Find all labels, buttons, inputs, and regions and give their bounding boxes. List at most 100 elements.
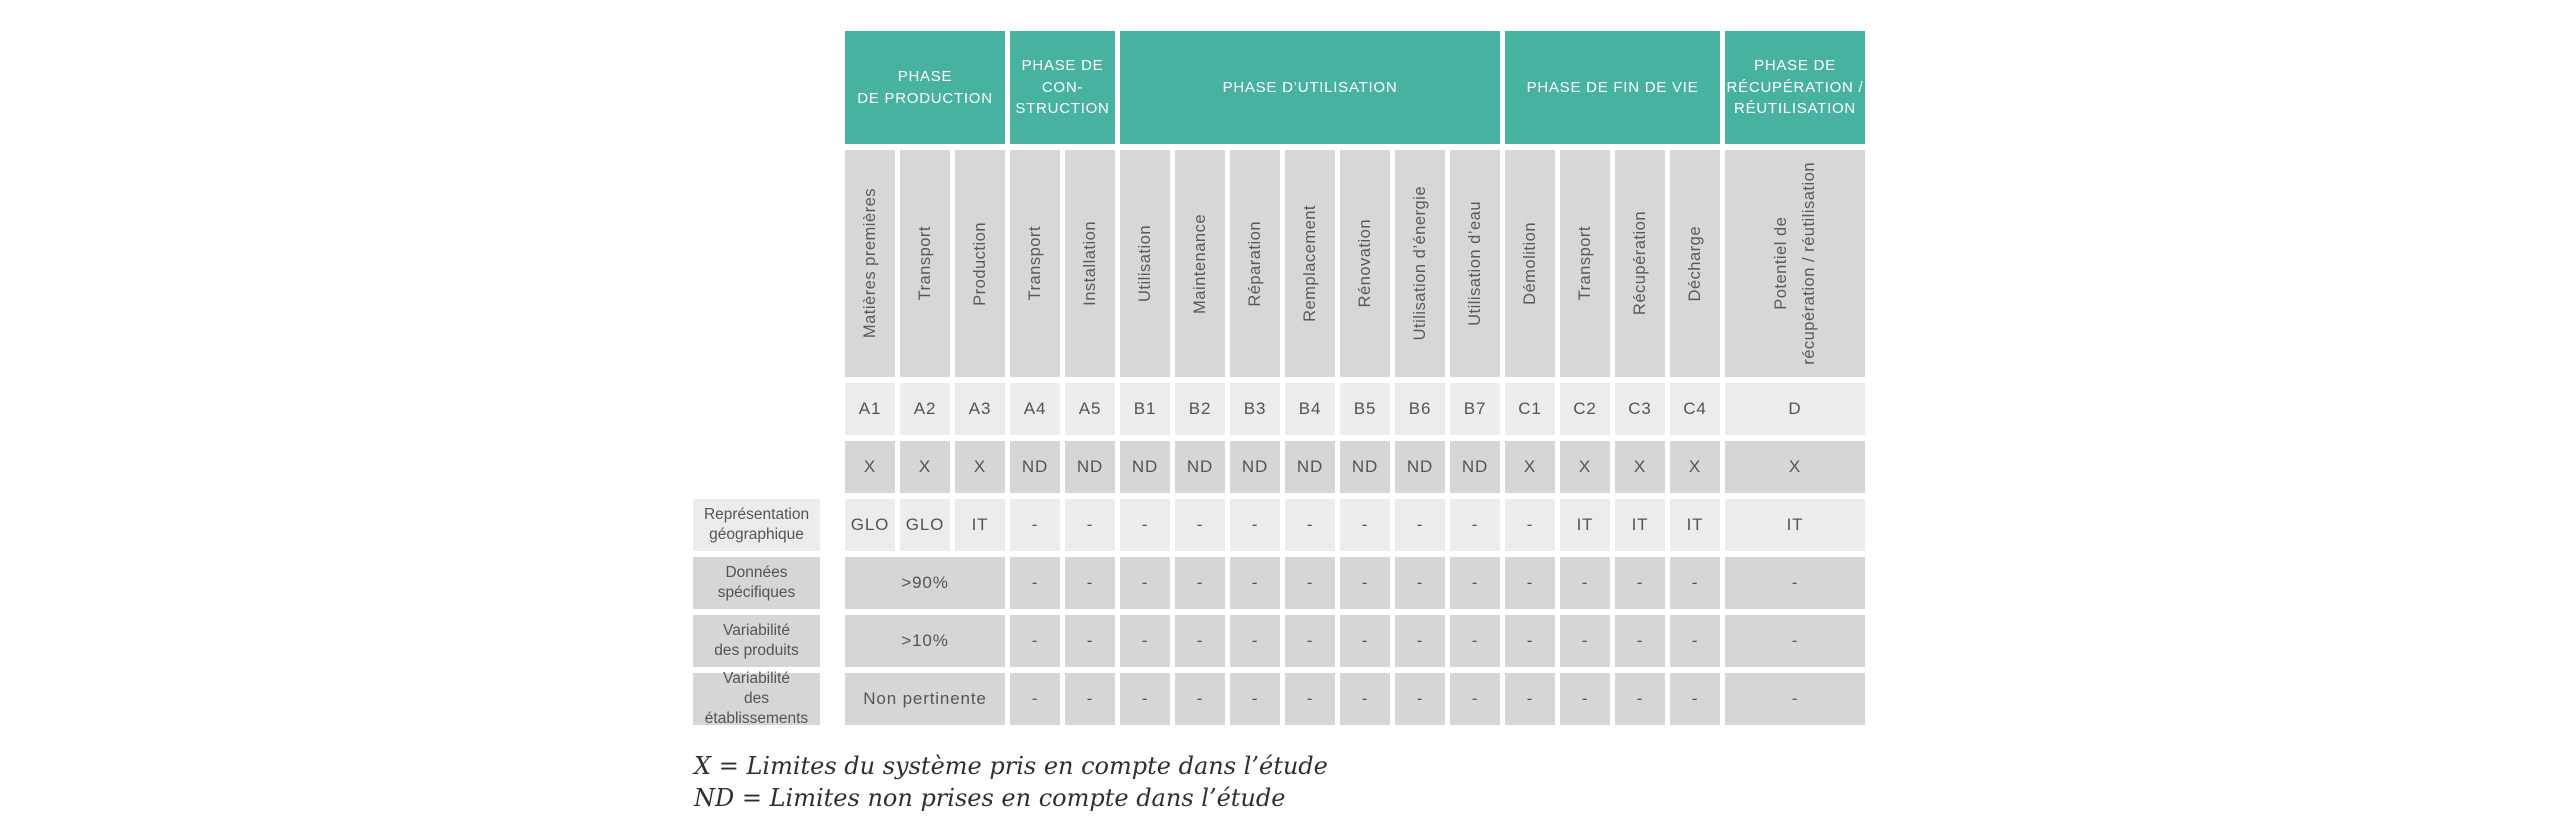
column-label-b3-text: Réparation xyxy=(1245,220,1264,307)
column-label-a3-text: Production xyxy=(970,221,989,306)
data-cell: - xyxy=(1010,557,1060,609)
boundary-cell-b6: ND xyxy=(1395,441,1445,493)
data-cell: GLO xyxy=(900,499,950,551)
legend-line-nd: ND = Limites non prises en compte dans l… xyxy=(694,783,1286,812)
column-label-a4-text: Transport xyxy=(1025,226,1044,301)
data-cell: - xyxy=(1285,615,1335,667)
stage-code-b1: B1 xyxy=(1120,383,1170,435)
column-label-b3: Réparation xyxy=(1230,150,1280,377)
stage-code-a2: A2 xyxy=(900,383,950,435)
data-cell: - xyxy=(1175,499,1225,551)
phase-header-5: PHASE DE RÉCUPÉRATION / RÉUTILISATION xyxy=(1725,31,1865,144)
data-cell: - xyxy=(1560,557,1610,609)
boundary-cell-b1: ND xyxy=(1120,441,1170,493)
boundary-cell-c3: X xyxy=(1615,441,1665,493)
boundary-cell-c4: X xyxy=(1670,441,1720,493)
boundary-cell-c2: X xyxy=(1560,441,1610,493)
stage-code-b2: B2 xyxy=(1175,383,1225,435)
data-cell: - xyxy=(1505,499,1555,551)
data-cell: - xyxy=(1395,673,1445,725)
row-label-2: Données spécifiques xyxy=(693,557,820,609)
stage-code-b7: B7 xyxy=(1450,383,1500,435)
column-label-a2: Transport xyxy=(900,150,950,377)
data-cell: - xyxy=(1670,557,1720,609)
stage-code-a5: A5 xyxy=(1065,383,1115,435)
stage-code-c4: C4 xyxy=(1670,383,1720,435)
boundary-cell-b4: ND xyxy=(1285,441,1335,493)
row-label-4: Variabilité des établissements xyxy=(693,670,820,727)
column-label-c4-text: Décharge xyxy=(1685,225,1704,302)
stage-code-b3: B3 xyxy=(1230,383,1280,435)
data-cell: - xyxy=(1450,557,1500,609)
data-cell: - xyxy=(1230,499,1280,551)
stage-code-c1: C1 xyxy=(1505,383,1555,435)
data-cell: - xyxy=(1450,499,1500,551)
boundary-cell-a2: X xyxy=(900,441,950,493)
stage-code-c3: C3 xyxy=(1615,383,1665,435)
column-label-b6-text: Utilisation d’énergie xyxy=(1410,186,1429,341)
data-cell: - xyxy=(1120,615,1170,667)
data-cell: IT xyxy=(1725,499,1865,551)
data-cell: - xyxy=(1175,615,1225,667)
data-cell: - xyxy=(1175,673,1225,725)
data-cell: - xyxy=(1285,673,1335,725)
row-label-1: Représentation géographique xyxy=(693,499,820,551)
data-cell: - xyxy=(1120,557,1170,609)
merged-value-cell: Non pertinente xyxy=(845,673,1005,725)
row-label-3: Variabilité des produits xyxy=(693,615,820,667)
column-label-d-text: Potentiel de récupération / réutilisatio… xyxy=(1771,162,1818,365)
column-label-b4-text: Remplacement xyxy=(1300,205,1319,322)
data-cell: - xyxy=(1340,673,1390,725)
column-label-b6: Utilisation d’énergie xyxy=(1395,150,1445,377)
data-cell: IT xyxy=(1560,499,1610,551)
data-cell: - xyxy=(1340,499,1390,551)
data-cell: - xyxy=(1725,557,1865,609)
data-cell: - xyxy=(1450,615,1500,667)
column-label-c1-text: Démolition xyxy=(1520,222,1539,305)
data-cell: GLO xyxy=(845,499,895,551)
data-cell: - xyxy=(1505,673,1555,725)
data-cell: - xyxy=(1065,557,1115,609)
phase-header-2: PHASE DE CON- STRUCTION xyxy=(1010,31,1115,144)
data-cell: - xyxy=(1120,673,1170,725)
column-label-b7: Utilisation d’eau xyxy=(1450,150,1500,377)
column-label-c1: Démolition xyxy=(1505,150,1555,377)
data-cell: - xyxy=(1670,673,1720,725)
boundary-cell-a4: ND xyxy=(1010,441,1060,493)
stage-code-b6: B6 xyxy=(1395,383,1445,435)
boundary-cell-d: X xyxy=(1725,441,1865,493)
stage-code-a4: A4 xyxy=(1010,383,1060,435)
data-cell: IT xyxy=(955,499,1005,551)
data-cell: - xyxy=(1340,615,1390,667)
column-label-a5-text: Installation xyxy=(1080,221,1099,306)
data-cell: - xyxy=(1010,673,1060,725)
data-cell: - xyxy=(1230,557,1280,609)
data-cell: - xyxy=(1395,499,1445,551)
boundary-cell-b5: ND xyxy=(1340,441,1390,493)
data-cell: - xyxy=(1560,673,1610,725)
data-cell: - xyxy=(1670,615,1720,667)
column-label-d: Potentiel de récupération / réutilisatio… xyxy=(1725,150,1865,377)
boundary-cell-a1: X xyxy=(845,441,895,493)
boundary-cell-b2: ND xyxy=(1175,441,1225,493)
data-cell: - xyxy=(1450,673,1500,725)
column-label-c4: Décharge xyxy=(1670,150,1720,377)
column-label-a3: Production xyxy=(955,150,1005,377)
column-label-b5-text: Rénovation xyxy=(1355,219,1374,308)
data-cell: IT xyxy=(1670,499,1720,551)
stage-code-a3: A3 xyxy=(955,383,1005,435)
column-label-a4: Transport xyxy=(1010,150,1060,377)
data-cell: - xyxy=(1065,673,1115,725)
data-cell: - xyxy=(1395,615,1445,667)
column-label-c2: Transport xyxy=(1560,150,1610,377)
column-label-c3: Récupération xyxy=(1615,150,1665,377)
legend-line-x: X = Limites du système pris en compte da… xyxy=(694,752,1328,780)
column-label-b5: Rénovation xyxy=(1340,150,1390,377)
data-cell: - xyxy=(1010,615,1060,667)
column-label-a1-text: Matières premières xyxy=(860,188,879,339)
boundary-cell-b3: ND xyxy=(1230,441,1280,493)
merged-value-cell: >10% xyxy=(845,615,1005,667)
column-label-b2-text: Maintenance xyxy=(1190,213,1209,314)
data-cell: IT xyxy=(1615,499,1665,551)
lifecycle-table: PHASE DE PRODUCTION PHASE DE CON- STRUCTI… xyxy=(693,31,1865,727)
